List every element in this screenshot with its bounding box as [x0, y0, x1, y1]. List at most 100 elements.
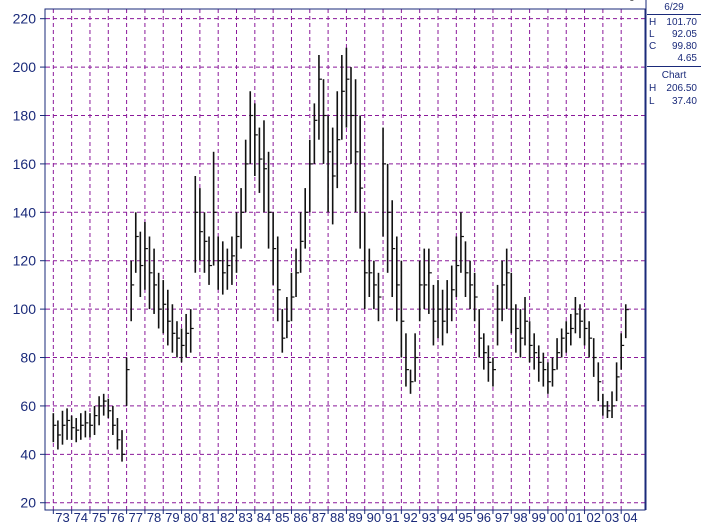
price-bar [208, 236, 213, 285]
x-axis-tick-labels: 73 74 75 76 77 78 79 80 81 82 83 84 85 86 87 88 89 90 91 92… [55, 510, 637, 525]
price-bar [295, 248, 300, 298]
price-bar [139, 231, 144, 298]
price-bar [286, 297, 290, 339]
price-bar [93, 405, 98, 435]
price-bar [400, 260, 405, 358]
x-tick-label: 96 [477, 510, 491, 525]
quote-close-row: C 99.80 [649, 41, 697, 53]
y-tick-label: 20 [20, 495, 36, 511]
price-bar [304, 188, 309, 249]
price-bar [125, 357, 130, 406]
chart-low-row: L 37.40 [649, 96, 697, 108]
price-bar [226, 248, 231, 290]
x-tick-label: 82 [220, 510, 234, 525]
price-bar [75, 418, 80, 443]
price-bar [327, 115, 332, 213]
price-bar [592, 338, 597, 377]
price-bar [331, 127, 336, 225]
x-tick-label: 98 [513, 510, 527, 525]
price-bar [148, 236, 153, 310]
price-bar [52, 413, 57, 443]
price-bar [464, 241, 469, 298]
price-bar [89, 413, 93, 438]
price-bar [217, 236, 222, 290]
x-tick-label: 79 [165, 510, 179, 525]
price-bar [423, 248, 428, 310]
y-tick-label: 200 [13, 59, 37, 75]
price-bar [565, 321, 570, 353]
price-bar [162, 280, 167, 334]
price-bars-series [52, 0, 634, 462]
price-bar [551, 357, 556, 387]
x-tick-label: 77 [129, 510, 143, 525]
quote-close-label: C [649, 41, 657, 52]
price-bar [112, 405, 116, 435]
price-bar [240, 188, 245, 249]
price-bar [460, 212, 464, 273]
x-tick-label: 75 [92, 510, 106, 525]
price-bar [405, 333, 409, 387]
x-tick-label: 87 [312, 510, 326, 525]
price-bar [414, 333, 419, 382]
price-bar [281, 309, 286, 353]
y-axis-tick-labels: 20 40 60 80 100 120 140 160 180 200 220 [13, 11, 37, 511]
x-tick-label: 92 [403, 510, 417, 525]
price-bar [391, 200, 396, 298]
price-bar [409, 369, 414, 394]
quote-low-value: 92.05 [671, 29, 697, 40]
x-tick-label: 97 [495, 510, 509, 525]
price-bar [185, 313, 190, 358]
x-tick-label: 02 [586, 510, 600, 525]
price-bar [231, 236, 235, 285]
price-bar [308, 139, 313, 213]
price-bar [363, 212, 368, 310]
price-bar [473, 272, 478, 322]
price-bar [519, 309, 524, 358]
quote-date: 6/29 [664, 2, 684, 13]
price-bar [249, 91, 254, 164]
price-bar [212, 151, 217, 266]
x-tick-label: 73 [55, 510, 69, 525]
price-bar [203, 212, 208, 273]
price-bar [368, 248, 373, 298]
price-bar [107, 398, 112, 419]
price-bar [515, 304, 519, 353]
x-tick-label: 86 [293, 510, 307, 525]
price-bar [134, 212, 139, 273]
x-tick-label: 99 [532, 510, 546, 525]
y-tick-label: 120 [13, 253, 37, 269]
price-bar [446, 280, 451, 334]
price-bar [624, 304, 629, 339]
quote-separator-top [647, 14, 701, 15]
price-bar [66, 408, 71, 440]
price-bar [267, 151, 272, 249]
x-tick-label: 81 [202, 510, 216, 525]
price-bar [556, 338, 561, 370]
price-bar [80, 413, 84, 440]
x-tick-label: 03 [605, 510, 619, 525]
price-bar [524, 297, 529, 346]
x-tick-label: 01 [568, 510, 582, 525]
x-tick-label: 78 [147, 510, 161, 525]
quote-change-value: 4.65 [677, 53, 697, 64]
x-tick-label: 88 [330, 510, 344, 525]
x-tick-label: 94 [440, 510, 454, 525]
quote-high-label: H [649, 17, 657, 28]
price-bar [341, 54, 345, 140]
chart-range-title: Chart [661, 70, 687, 81]
y-tick-label: 100 [13, 301, 37, 317]
x-tick-label: 80 [183, 510, 197, 525]
price-bar [579, 304, 583, 339]
x-tick-label: 90 [367, 510, 381, 525]
price-bar [121, 430, 126, 462]
y-tick-label: 80 [20, 350, 36, 366]
price-bar [61, 410, 66, 445]
price-bar [318, 54, 322, 140]
price-bar [478, 309, 483, 358]
quote-panel: 6/29 H 101.70 L 92.05 C 99.80 4.65 Chart… [647, 0, 701, 510]
quote-close-value: 99.80 [671, 41, 697, 52]
price-bar [450, 265, 455, 322]
x-tick-label: 91 [385, 510, 399, 525]
price-bar [542, 352, 547, 387]
